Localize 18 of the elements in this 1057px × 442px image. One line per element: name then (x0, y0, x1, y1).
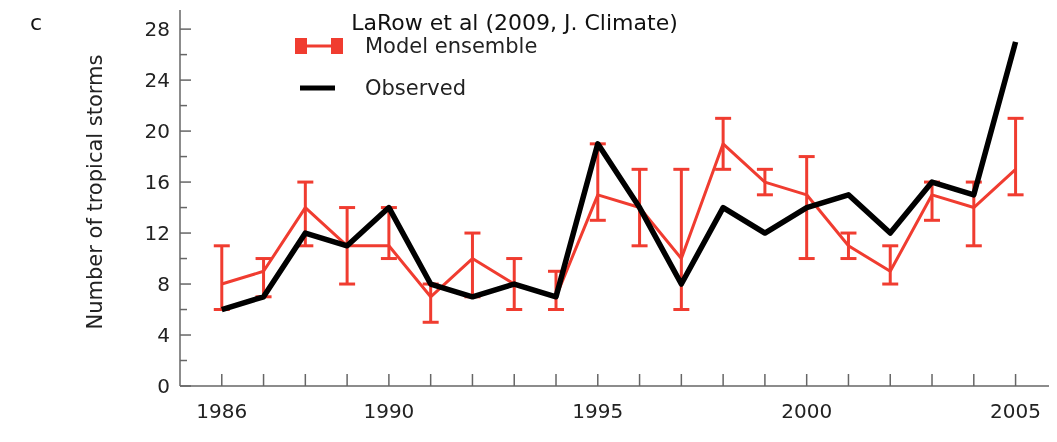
y-tick-label: 0 (157, 374, 170, 398)
x-tick-label: 1995 (572, 399, 624, 423)
chart-title: LaRow et al (2009, J. Climate) (351, 10, 678, 35)
y-tick-label: 8 (157, 272, 170, 297)
x-tick-label: 1986 (196, 399, 248, 423)
y-tick-label: 12 (144, 221, 170, 246)
y-tick-label: 20 (144, 119, 170, 144)
y-tick-label: 28 (144, 17, 170, 42)
text: c (30, 10, 43, 35)
y-tick-label: 16 (144, 170, 170, 195)
legend-label: Observed (365, 76, 467, 101)
x-tick-label: 2005 (990, 399, 1042, 423)
legend-label: Model ensemble (365, 34, 538, 59)
y-tick-label: 4 (157, 323, 170, 348)
x-tick-label: 2000 (781, 399, 833, 423)
y-axis-title: Number of tropical storms (83, 54, 107, 330)
y-tick-label: 24 (144, 68, 170, 93)
x-tick-label: 1990 (363, 399, 415, 423)
